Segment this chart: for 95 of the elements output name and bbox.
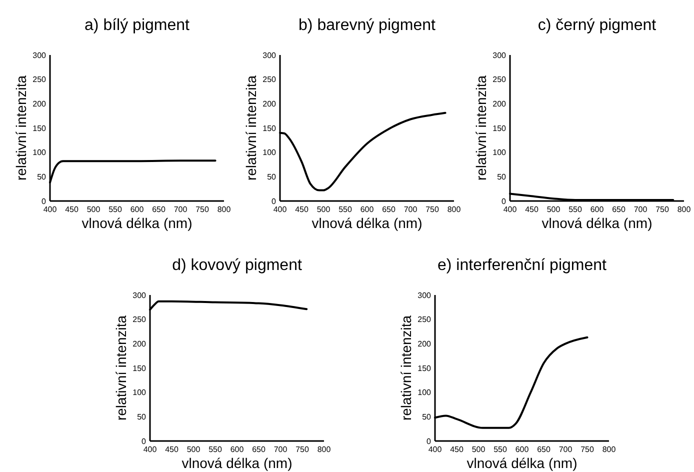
x-tick-label: 450: [165, 445, 179, 454]
x-tick-label: 650: [537, 445, 551, 454]
y-tick-label: 50: [137, 412, 147, 422]
chart-title: b) barevný pigment: [298, 17, 436, 34]
x-axis-title: vlnová délka (nm): [182, 455, 292, 471]
y-axis-title: relativní intenzita: [243, 75, 259, 181]
y-tick-label: 100: [262, 148, 277, 158]
y-tick-label: 150: [492, 124, 507, 133]
x-tick-label: 550: [494, 445, 508, 454]
x-tick-label: 500: [316, 205, 331, 214]
x-tick-label: 700: [404, 205, 418, 214]
y-tick-label: 250: [32, 75, 47, 84]
y-tick-label: 50: [422, 412, 432, 422]
x-tick-label: 500: [86, 205, 101, 214]
y-tick-label: 150: [32, 124, 47, 133]
y-tick-label: 150: [418, 364, 432, 373]
x-tick-label: 500: [546, 205, 561, 214]
x-tick-label: 750: [196, 205, 210, 214]
y-tick-label: 250: [262, 75, 277, 84]
chart-title: d) kovový pigment: [172, 257, 302, 274]
x-tick-label: 700: [274, 445, 288, 454]
x-tick-label: 650: [612, 205, 626, 214]
x-tick-label: 650: [252, 445, 266, 454]
y-axis-title: relativní intenzita: [113, 315, 129, 421]
y-tick-label: 200: [418, 339, 432, 348]
y-tick-label: 250: [492, 75, 507, 84]
x-axis-title: vlnová délka (nm): [312, 215, 422, 231]
y-tick-label: 100: [32, 148, 47, 158]
y-tick-label: 300: [418, 290, 432, 300]
x-tick-label: 450: [525, 205, 539, 214]
x-tick-label: 400: [428, 445, 442, 454]
y-tick-label: 200: [492, 99, 507, 108]
y-tick-label: 300: [32, 50, 47, 60]
x-tick-label: 700: [634, 205, 648, 214]
x-tick-label: 550: [568, 205, 582, 214]
y-tick-label: 250: [418, 315, 432, 324]
y-tick-label: 50: [267, 172, 277, 182]
x-tick-label: 800: [317, 445, 332, 454]
x-tick-label: 750: [296, 445, 310, 454]
x-tick-label: 700: [558, 445, 573, 454]
x-tick-label: 750: [656, 205, 670, 214]
x-tick-label: 600: [360, 205, 374, 214]
y-tick-label: 300: [492, 50, 507, 60]
y-axis-title: relativní intenzita: [398, 315, 414, 421]
y-axis-title: relativní intenzita: [473, 75, 489, 181]
y-tick-label: 0: [142, 436, 147, 446]
x-tick-label: 550: [338, 205, 352, 214]
x-tick-label: 650: [152, 205, 166, 214]
x-axis-title: vlnová délka (nm): [542, 215, 652, 231]
x-tick-label: 400: [43, 205, 58, 214]
x-tick-label: 550: [208, 445, 222, 454]
x-tick-label: 550: [108, 205, 122, 214]
chart-title: c) černý pigment: [538, 17, 657, 34]
x-tick-label: 650: [382, 205, 396, 214]
x-tick-label: 800: [217, 205, 232, 214]
x-axis-title: vlnová délka (nm): [82, 215, 192, 231]
x-tick-label: 600: [515, 445, 530, 454]
y-tick-label: 200: [132, 339, 147, 348]
y-tick-label: 250: [132, 315, 147, 324]
y-tick-label: 0: [502, 196, 507, 206]
y-tick-label: 0: [426, 436, 432, 446]
y-tick-label: 100: [132, 388, 147, 398]
x-tick-label: 750: [426, 205, 440, 214]
y-tick-label: 100: [418, 388, 432, 398]
chart-title: e) interferenční pigment: [438, 257, 608, 274]
y-tick-label: 50: [497, 172, 507, 182]
y-axis-title: relativní intenzita: [13, 75, 29, 181]
chart-title: a) bílý pigment: [84, 17, 190, 34]
y-tick-label: 50: [37, 172, 47, 182]
x-tick-label: 600: [130, 205, 144, 214]
x-tick-label: 600: [230, 445, 244, 454]
x-tick-label: 800: [677, 205, 692, 214]
x-tick-label: 400: [503, 205, 518, 214]
x-axis-title: vlnová délka (nm): [466, 455, 578, 471]
x-tick-label: 800: [602, 445, 616, 454]
y-tick-label: 300: [132, 290, 147, 300]
y-tick-label: 200: [262, 99, 277, 108]
y-tick-label: 150: [262, 124, 277, 133]
x-tick-label: 800: [447, 205, 462, 214]
x-tick-label: 450: [65, 205, 79, 214]
x-tick-label: 500: [186, 445, 201, 454]
y-tick-label: 100: [492, 148, 507, 158]
y-tick-label: 150: [132, 364, 147, 373]
x-tick-label: 450: [295, 205, 309, 214]
y-tick-label: 200: [32, 99, 47, 108]
x-tick-label: 600: [590, 205, 604, 214]
x-tick-label: 400: [143, 445, 158, 454]
x-tick-label: 750: [580, 445, 594, 454]
y-tick-label: 0: [272, 196, 277, 206]
y-tick-label: 300: [262, 50, 277, 60]
x-tick-label: 500: [472, 445, 486, 454]
x-tick-label: 450: [450, 445, 464, 454]
y-tick-label: 0: [42, 196, 47, 206]
x-tick-label: 700: [174, 205, 188, 214]
x-tick-label: 400: [273, 205, 288, 214]
